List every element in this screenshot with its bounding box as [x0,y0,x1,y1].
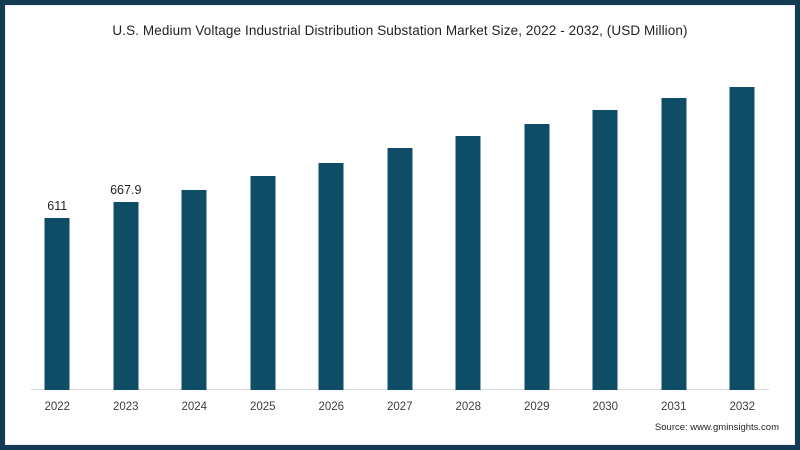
bar[interactable] [524,123,550,390]
x-tick-2023: 2023 [92,397,161,415]
x-tick-2030: 2030 [571,397,640,415]
bar-slot: 667.9 [92,63,161,390]
chart-title: U.S. Medium Voltage Industrial Distribut… [112,23,688,38]
bar[interactable] [181,189,207,390]
bar-slot [160,63,229,390]
x-tick-label: 2028 [455,401,482,413]
x-tick-2027: 2027 [366,397,435,415]
bar-slot [229,63,298,390]
x-tick-label: 2023 [112,401,139,413]
bar[interactable] [113,201,139,390]
bar-slot [503,63,572,390]
x-axis-tick-labels: 2022 2023 2024 2025 2026 2027 2028 2029 2030 2031… [23,397,777,417]
bar[interactable] [729,86,755,390]
bar-value-label: 667.9 [110,182,142,197]
x-tick-2026: 2026 [297,397,366,415]
source-attribution: Source: www.gminsights.com [654,422,779,433]
bar-slot [708,63,777,390]
x-tick-label: 2027 [386,401,413,413]
x-tick-label: 2025 [249,401,276,413]
x-tick-label: 2030 [592,401,619,413]
x-tick-2032: 2032 [708,397,777,415]
plot-area: 611 667.9 [23,63,777,390]
x-tick-2025: 2025 [229,397,298,415]
x-tick-label: 2024 [181,401,208,413]
bar-slot [297,63,366,390]
bar-slot [366,63,435,390]
bar-slot [434,63,503,390]
x-tick-label: 2029 [523,401,550,413]
bar[interactable] [661,98,687,390]
bar[interactable] [592,109,618,390]
bar-value-label: 611 [47,198,68,213]
x-tick-2024: 2024 [160,397,229,415]
x-tick-2028: 2028 [434,397,503,415]
x-tick-2029: 2029 [503,397,572,415]
bar-slot [640,63,709,390]
bar[interactable] [387,147,413,390]
x-tick-2031: 2031 [640,397,709,415]
bar[interactable] [455,136,481,390]
x-tick-2022: 2022 [23,397,92,415]
x-tick-label: 2031 [660,401,687,413]
x-tick-label: 2022 [44,401,71,413]
chart-canvas: U.S. Medium Voltage Industrial Distribut… [5,5,795,445]
x-tick-label: 2032 [729,401,756,413]
bar[interactable] [250,175,276,390]
bar-slot [571,63,640,390]
bar[interactable] [318,163,344,390]
x-tick-label: 2026 [318,401,345,413]
bar[interactable] [44,217,70,390]
bar-slot: 611 [23,63,92,390]
